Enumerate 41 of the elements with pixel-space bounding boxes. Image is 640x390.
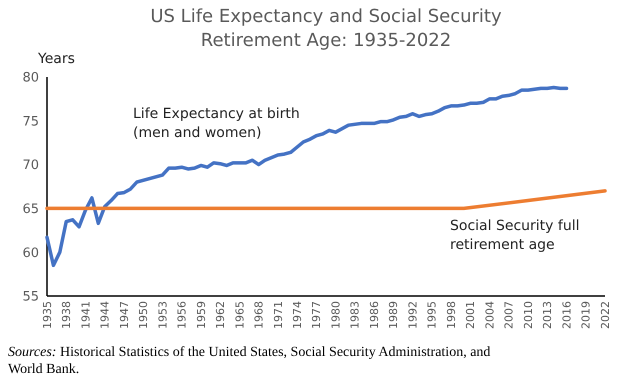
- x-tick-label: 2019: [580, 301, 593, 329]
- series-label: Social Security full retirement age: [450, 218, 580, 253]
- x-tick-label: 2007: [502, 301, 516, 329]
- x-tick-label: 1935: [40, 301, 54, 329]
- x-tick-label: 1980: [329, 301, 342, 329]
- y-tick-label: 80: [22, 70, 39, 86]
- x-tick-label: 1974: [290, 301, 304, 329]
- x-tick-label: 1995: [426, 301, 439, 329]
- x-tick-label: 1989: [387, 301, 400, 329]
- series-label: Life Expectancy at birth (men and women): [133, 106, 300, 141]
- x-tick-label: 1956: [176, 301, 189, 329]
- chart-title: US Life Expectancy and Social Security Retirement Age: 1935-2022: [150, 6, 502, 51]
- x-tick-label: 1968: [252, 301, 266, 329]
- y-tick-label: 60: [22, 246, 39, 261]
- x-tick-label: 2022: [598, 301, 612, 329]
- x-tick-label: 2016: [560, 301, 574, 329]
- y-tick-label: 65: [22, 202, 39, 217]
- y-tick-label: 55: [22, 290, 39, 305]
- x-tick-label: 1971: [272, 301, 285, 329]
- x-tick-label: 1950: [137, 301, 150, 329]
- y-tick-label: 70: [22, 158, 39, 174]
- y-axis-title: Years: [37, 51, 75, 67]
- y-tick-label: 75: [22, 114, 39, 130]
- x-tick-label: 1959: [194, 301, 208, 329]
- x-tick-label: 2013: [541, 301, 554, 329]
- x-tick-label: 1986: [368, 301, 381, 329]
- x-tick-label: 1941: [79, 301, 92, 329]
- x-tick-label: 1947: [118, 301, 131, 329]
- source-note: Sources: Historical Statistics of the United States, Social Security Administration, and World Bank.: [8, 345, 490, 377]
- x-tick-label: 1938: [60, 301, 74, 329]
- x-tick-label: 2010: [522, 301, 535, 329]
- x-tick-label: 1953: [156, 301, 170, 329]
- x-tick-label: 2001: [464, 301, 478, 329]
- x-tick-label: 2004: [483, 301, 496, 329]
- x-tick-label: 1977: [310, 301, 324, 329]
- x-tick-label: 1965: [233, 301, 246, 329]
- x-tick-label: 1998: [444, 301, 458, 329]
- x-tick-label: 1983: [348, 301, 362, 329]
- x-tick-label: 1992: [406, 301, 420, 329]
- x-tick-label: 1962: [214, 301, 228, 329]
- x-tick-label: 1944: [98, 301, 112, 329]
